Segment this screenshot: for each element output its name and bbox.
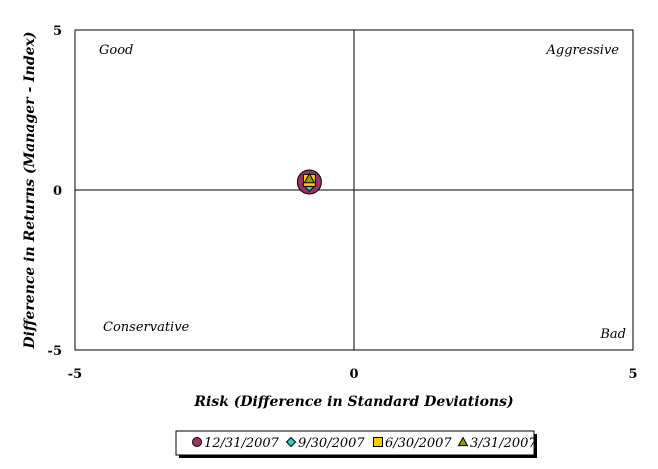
legend-label: 6/30/2007	[385, 436, 452, 451]
data-point-triangle	[303, 172, 316, 184]
x-axis-title: Risk (Difference in Standard Deviations)	[193, 394, 513, 410]
x-tick-label: 5	[628, 367, 637, 382]
legend-item: 3/31/2007	[457, 436, 537, 451]
y-axis-title: Difference in Returns (Manager - Index)	[22, 31, 38, 349]
legend-item: 12/31/2007	[192, 436, 280, 451]
legend: 12/31/2007 9/30/2007 6/30/2007 3/31/2007	[192, 436, 537, 451]
legend-item: 6/30/2007	[373, 436, 452, 451]
legend-label: 9/30/2007	[298, 436, 365, 451]
quadrant-label-aggressive: Aggressive	[546, 43, 620, 58]
legend-label: 12/31/2007	[204, 436, 280, 451]
legend-marker-circle	[192, 437, 202, 447]
quadrant-label-conservative: Conservative	[103, 320, 190, 335]
x-tick-label: -5	[68, 367, 82, 382]
x-tick-label: 0	[349, 367, 358, 382]
quadrant-label-bad: Bad	[599, 327, 626, 342]
y-tick-label: -5	[48, 344, 62, 359]
legend-box	[175, 430, 535, 456]
legend-item: 9/30/2007	[285, 436, 365, 451]
legend-marker-square	[373, 437, 383, 447]
legend-marker-diamond	[285, 436, 297, 448]
y-tick-label: 5	[53, 24, 62, 39]
y-tick-label: 0	[53, 184, 62, 199]
legend-label: 3/31/2007	[470, 436, 537, 451]
data-markers	[296, 169, 322, 195]
legend-marker-triangle	[457, 436, 469, 447]
quadrant-label-good: Good	[99, 43, 133, 58]
